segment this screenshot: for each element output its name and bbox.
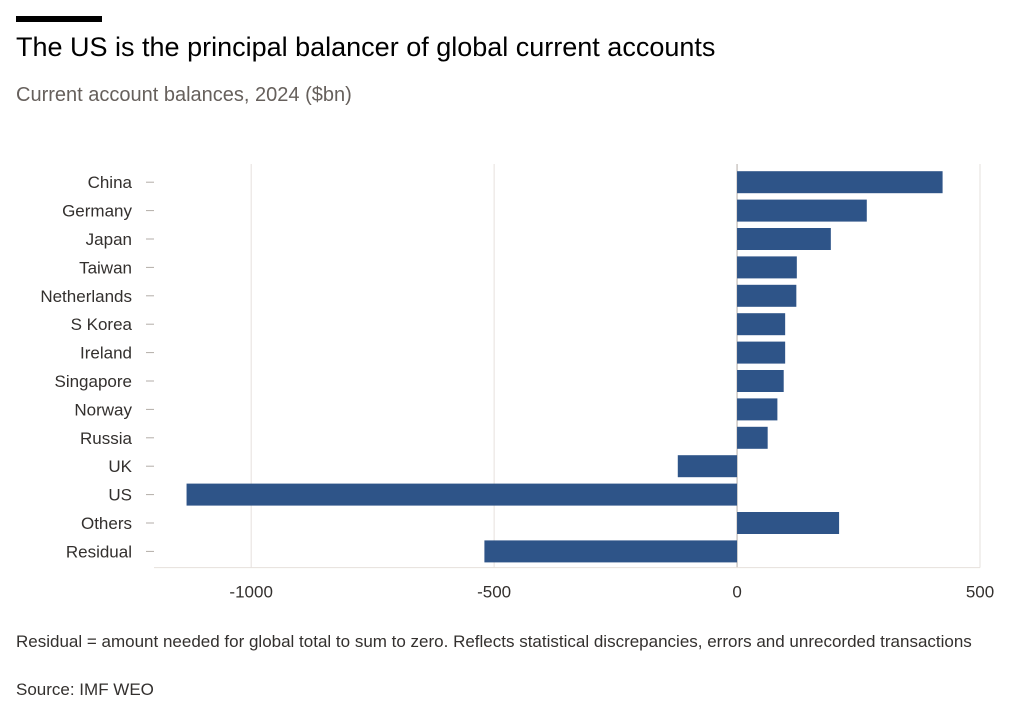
bar xyxy=(677,455,738,478)
category-label: Others xyxy=(81,514,132,533)
bar xyxy=(737,341,786,364)
category-label: Netherlands xyxy=(40,287,132,306)
chart-title: The US is the principal balancer of glob… xyxy=(16,32,716,62)
bar xyxy=(737,313,786,336)
chart-subtitle: Current account balances, 2024 ($bn) xyxy=(16,84,352,106)
footnote: Residual = amount needed for global tota… xyxy=(16,632,972,651)
bar xyxy=(186,483,738,506)
top-rule xyxy=(16,16,102,22)
bar xyxy=(737,171,943,194)
bar xyxy=(484,540,738,563)
bar xyxy=(737,284,797,307)
category-label: China xyxy=(88,173,133,192)
bar xyxy=(737,199,867,222)
category-label: Russia xyxy=(80,429,133,448)
bar xyxy=(737,370,784,392)
category-label: Taiwan xyxy=(79,258,132,277)
category-label: S Korea xyxy=(71,315,133,334)
category-label: Japan xyxy=(86,230,132,249)
category-label: UK xyxy=(108,457,132,476)
source-note: Source: IMF WEO xyxy=(16,680,154,699)
x-tick-label: -1000 xyxy=(229,583,272,602)
bar xyxy=(737,398,778,421)
bar xyxy=(737,512,840,534)
bar xyxy=(737,256,797,279)
gridlines xyxy=(146,164,981,569)
x-tick-label: 0 xyxy=(732,583,741,602)
category-label: Singapore xyxy=(54,372,132,391)
bar-chart: China Germany Japan Taiwan Netherlands S Kore… xyxy=(40,164,994,602)
category-label: Norway xyxy=(74,400,132,419)
bar xyxy=(737,426,768,449)
category-label: Residual xyxy=(66,542,132,561)
category-label: Ireland xyxy=(80,344,132,363)
x-tick-labels: -1000 -500 0 500 xyxy=(229,583,994,602)
x-tick-label: -500 xyxy=(477,583,511,602)
category-label: Germany xyxy=(62,202,132,221)
bar xyxy=(737,228,831,250)
x-tick-label: 500 xyxy=(966,583,994,602)
category-labels: China Germany Japan Taiwan Netherlands S Kore… xyxy=(40,173,132,561)
bars xyxy=(186,171,943,563)
category-label: US xyxy=(108,486,132,505)
